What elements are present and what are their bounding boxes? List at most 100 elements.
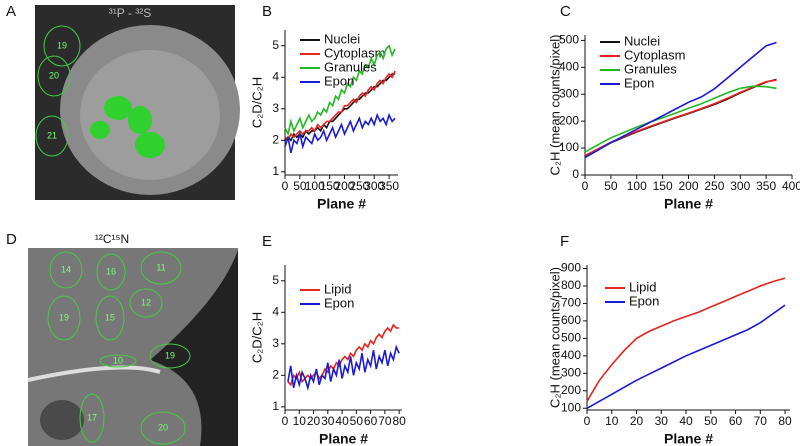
- region: [140, 251, 182, 285]
- region: [129, 288, 163, 318]
- x-tick-label: 50: [350, 414, 364, 428]
- region-label: 16: [106, 266, 116, 276]
- x-tick-label: 70: [754, 414, 768, 428]
- x-tick-label: 350: [379, 179, 399, 193]
- x-tick-label: 0: [582, 179, 589, 193]
- region-label: 21: [47, 130, 57, 140]
- dark-region: [150, 250, 238, 446]
- panel-label: D: [6, 231, 17, 248]
- x-tick-label: 0: [584, 414, 591, 428]
- y-tick-label: 200: [561, 383, 581, 397]
- y-tick-label: 600: [561, 313, 581, 327]
- x-tick-label: 50: [604, 179, 618, 193]
- y-tick-label: 4: [272, 69, 279, 83]
- region: [99, 354, 137, 368]
- region: [149, 343, 191, 369]
- series-line: [287, 323, 400, 387]
- series-line: [586, 304, 786, 409]
- y-tick-label: 400: [559, 59, 579, 73]
- y-tick-label: 2: [272, 132, 279, 146]
- legend-label: Nuclei: [324, 31, 360, 46]
- x-axis-label: Plane #: [664, 196, 713, 212]
- y-axis-label: C₂H (mean counts/pixel): [547, 35, 562, 176]
- panel-label: C: [560, 3, 571, 20]
- y-axis-label: C₂D/C₂H: [249, 312, 264, 363]
- x-tick-label: 10: [293, 414, 307, 428]
- region: [47, 295, 81, 341]
- x-tick-label: 300: [730, 179, 750, 193]
- image-panel-a: 19 20 21 ³¹P - ³²S A: [6, 3, 240, 200]
- y-tick-label: 200: [559, 113, 579, 127]
- y-tick-label: 0: [572, 167, 579, 181]
- x-tick-label: 30: [655, 414, 669, 428]
- y-tick-label: 800: [561, 278, 581, 292]
- legend-label: Epon: [624, 75, 654, 90]
- x-tick-label: 250: [349, 179, 369, 193]
- y-tick-label: 300: [561, 365, 581, 379]
- dark-region: [40, 400, 84, 440]
- y-tick-label: 3: [272, 336, 279, 350]
- series-line: [584, 78, 777, 157]
- region: [35, 115, 69, 157]
- region: [140, 411, 186, 445]
- y-tick-label: 3: [272, 101, 279, 115]
- x-axis-label: Plane #: [317, 196, 366, 212]
- x-tick-label: 30: [321, 414, 335, 428]
- x-tick-label: 200: [678, 179, 698, 193]
- x-tick-label: 50: [704, 414, 718, 428]
- x-tick-label: 300: [364, 179, 384, 193]
- membrane: [27, 365, 161, 382]
- legend-label: Epon: [324, 295, 354, 310]
- region-label: 15: [105, 312, 115, 322]
- x-tick-label: 70: [378, 414, 392, 428]
- x-tick-label: 0: [282, 179, 289, 193]
- y-tick-label: 5: [272, 273, 279, 287]
- x-tick-label: 250: [704, 179, 724, 193]
- region-label: 14: [61, 264, 71, 274]
- x-tick-label: 100: [627, 179, 647, 193]
- legend-label: Cytoplasm: [624, 47, 685, 62]
- y-tick-label: 4: [272, 304, 279, 318]
- x-tick-label: 350: [756, 179, 776, 193]
- region: [43, 25, 81, 67]
- legend-label: Cytoplasm: [324, 45, 385, 60]
- granule: [90, 121, 110, 139]
- y-tick-label: 500: [559, 33, 579, 47]
- y-axis-label: C₂H (mean counts/pixel): [547, 267, 562, 408]
- y-tick-label: 700: [561, 296, 581, 310]
- x-tick-label: 150: [653, 179, 673, 193]
- legend-label: Granules: [624, 61, 677, 76]
- panel-label: F: [560, 233, 569, 250]
- y-tick-label: 900: [561, 261, 581, 275]
- y-tick-label: 1: [272, 399, 279, 413]
- region: [96, 253, 126, 291]
- panel-label: A: [6, 3, 16, 20]
- series-line: [284, 70, 396, 142]
- image-title: ¹²C¹⁵N: [95, 232, 129, 246]
- region-label: 10: [113, 355, 123, 365]
- series-line: [586, 277, 786, 402]
- panel-label: B: [262, 3, 272, 20]
- legend-label: Epon: [629, 293, 659, 308]
- x-tick-label: 60: [364, 414, 378, 428]
- x-tick-label: 200: [334, 179, 354, 193]
- legend-label: Lipid: [324, 281, 351, 296]
- region-label: 20: [158, 422, 168, 432]
- y-tick-label: 100: [559, 140, 579, 154]
- x-tick-label: 50: [293, 179, 307, 193]
- y-tick-label: 2: [272, 367, 279, 381]
- x-tick-label: 150: [320, 179, 340, 193]
- series-line: [584, 85, 777, 153]
- granule: [128, 106, 152, 134]
- region-label: 19: [57, 40, 67, 50]
- granule: [135, 132, 165, 158]
- y-tick-label: 300: [559, 86, 579, 100]
- x-axis-label: Plane #: [319, 431, 368, 446]
- region-label: 17: [87, 412, 97, 422]
- image-panel-d: 14 16 11 19 12 15 10 19 17 20 ¹²C¹⁵N D: [6, 231, 238, 446]
- legend-label: Nuclei: [624, 33, 660, 48]
- y-axis-label: C₂D/C₂H: [249, 77, 264, 128]
- region: [49, 251, 83, 289]
- series-line: [584, 79, 777, 157]
